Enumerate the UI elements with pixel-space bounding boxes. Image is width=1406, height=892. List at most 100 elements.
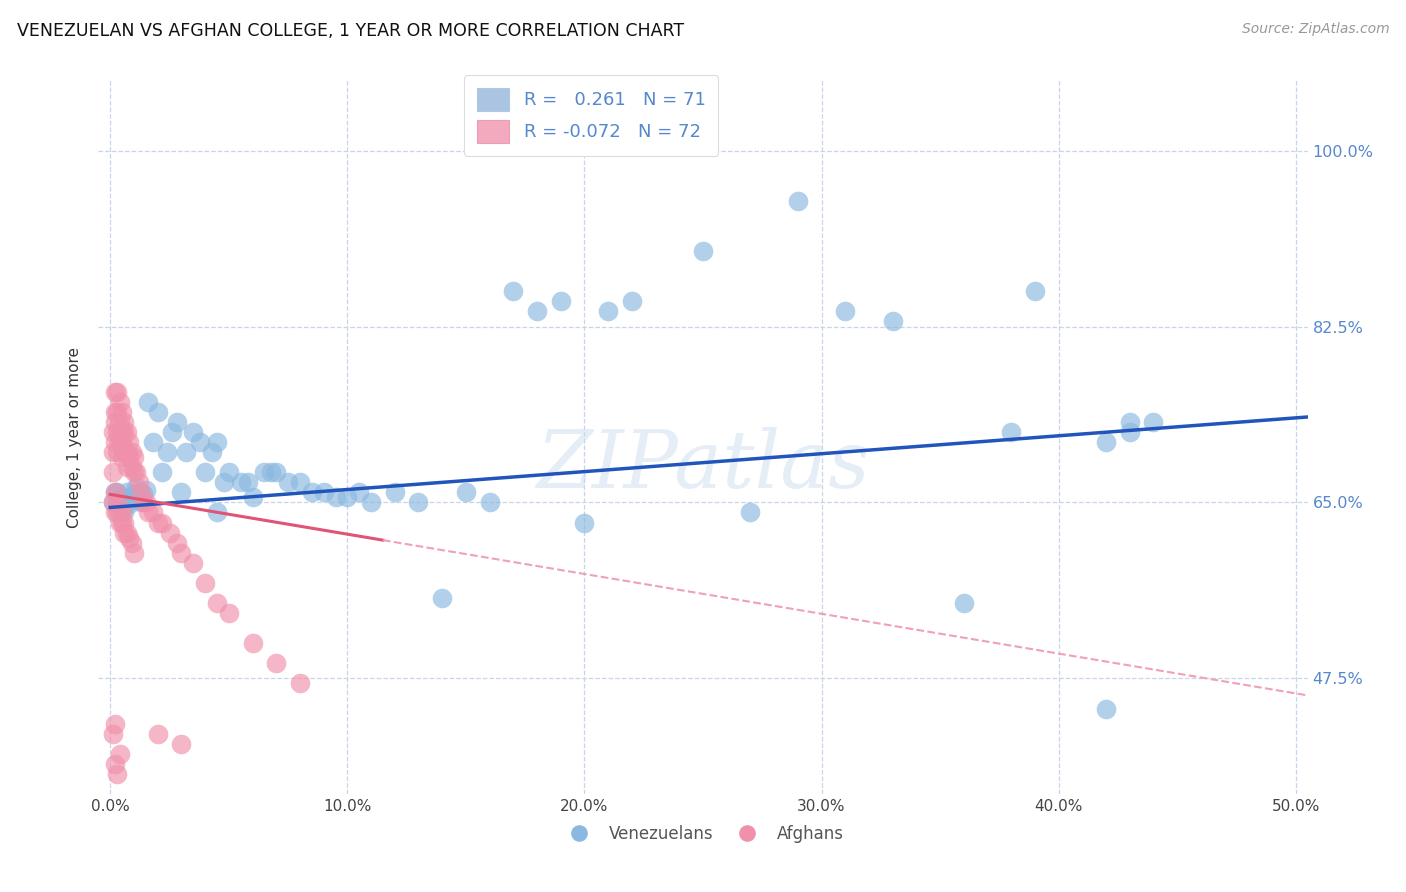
Point xyxy=(190,435,212,450)
Point xyxy=(122,450,145,465)
Point xyxy=(170,485,193,500)
Point xyxy=(146,405,169,419)
Point xyxy=(229,475,252,490)
Point xyxy=(108,395,131,409)
Point xyxy=(108,506,131,520)
Point xyxy=(205,435,228,450)
Point xyxy=(174,445,197,459)
Point xyxy=(114,506,136,520)
Point xyxy=(114,445,136,459)
Point xyxy=(111,425,134,439)
Point xyxy=(121,445,143,459)
Point xyxy=(121,460,143,475)
Point xyxy=(114,516,136,530)
Point xyxy=(242,491,264,505)
Point xyxy=(1119,415,1142,429)
Point xyxy=(101,495,124,509)
Point xyxy=(114,525,136,540)
Point xyxy=(104,384,127,399)
Point xyxy=(105,495,128,509)
Point xyxy=(692,244,714,259)
Point xyxy=(136,395,159,409)
Point xyxy=(111,435,134,450)
Point xyxy=(181,425,204,439)
Point xyxy=(1095,702,1118,716)
Text: Source: ZipAtlas.com: Source: ZipAtlas.com xyxy=(1241,22,1389,37)
Point xyxy=(108,415,131,429)
Point xyxy=(125,480,148,494)
Point xyxy=(152,516,174,530)
Point xyxy=(201,445,224,459)
Point xyxy=(502,285,524,299)
Point xyxy=(104,435,127,450)
Point xyxy=(156,445,179,459)
Point xyxy=(301,485,323,500)
Point xyxy=(882,314,904,328)
Point xyxy=(325,491,347,505)
Point xyxy=(478,495,501,509)
Point xyxy=(312,485,335,500)
Point xyxy=(114,415,136,429)
Point xyxy=(115,485,138,500)
Point xyxy=(550,294,572,309)
Point xyxy=(104,485,127,500)
Point xyxy=(146,516,169,530)
Point xyxy=(360,495,382,509)
Point xyxy=(574,516,596,530)
Point xyxy=(166,535,188,549)
Point xyxy=(408,495,430,509)
Point xyxy=(101,445,124,459)
Point xyxy=(212,475,235,490)
Point xyxy=(1000,425,1022,439)
Point xyxy=(135,495,157,509)
Point xyxy=(104,405,127,419)
Point xyxy=(105,425,128,439)
Point xyxy=(142,435,165,450)
Point xyxy=(218,606,240,620)
Point xyxy=(111,405,134,419)
Point xyxy=(132,495,155,509)
Point xyxy=(170,737,193,751)
Point xyxy=(136,506,159,520)
Point xyxy=(1024,285,1046,299)
Point xyxy=(135,483,157,498)
Point xyxy=(181,556,204,570)
Point xyxy=(236,475,259,490)
Point xyxy=(115,460,138,475)
Point xyxy=(114,425,136,439)
Point xyxy=(170,546,193,560)
Point xyxy=(260,465,283,479)
Point xyxy=(218,465,240,479)
Point xyxy=(253,465,276,479)
Point xyxy=(115,525,138,540)
Point xyxy=(288,676,311,690)
Point xyxy=(105,506,128,520)
Point xyxy=(111,491,134,505)
Point xyxy=(194,575,217,590)
Point xyxy=(118,435,141,450)
Point xyxy=(105,495,128,509)
Point xyxy=(128,475,150,490)
Point xyxy=(108,500,131,515)
Point xyxy=(1095,435,1118,450)
Text: VENEZUELAN VS AFGHAN COLLEGE, 1 YEAR OR MORE CORRELATION CHART: VENEZUELAN VS AFGHAN COLLEGE, 1 YEAR OR … xyxy=(17,22,683,40)
Point xyxy=(952,596,974,610)
Point xyxy=(160,425,183,439)
Point xyxy=(118,497,141,511)
Point xyxy=(105,384,128,399)
Point xyxy=(1119,425,1142,439)
Point xyxy=(146,726,169,740)
Legend: Venezuelans, Afghans: Venezuelans, Afghans xyxy=(555,819,851,850)
Point xyxy=(129,495,152,509)
Point xyxy=(129,485,152,500)
Point xyxy=(101,465,124,479)
Point xyxy=(125,465,148,479)
Point xyxy=(108,435,131,450)
Point xyxy=(118,450,141,465)
Point xyxy=(264,465,287,479)
Point xyxy=(111,506,134,520)
Point xyxy=(104,756,127,771)
Point xyxy=(122,487,145,501)
Point xyxy=(264,657,287,671)
Point xyxy=(122,546,145,560)
